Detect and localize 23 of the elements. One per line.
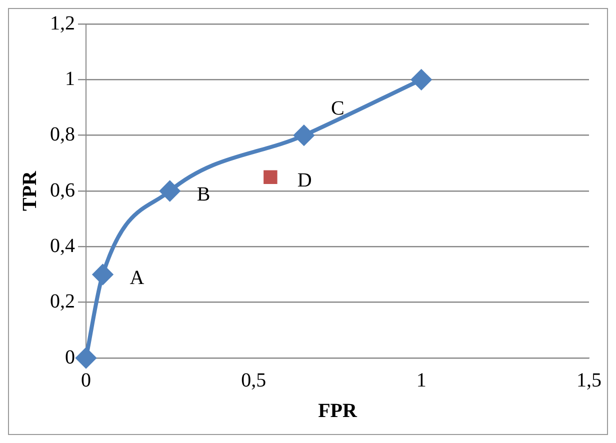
point bbox=[76, 348, 96, 368]
y-tick-label: 0,6 bbox=[50, 179, 75, 202]
y-tick-label: 0 bbox=[65, 346, 75, 368]
x-axis-title: FPR bbox=[318, 400, 358, 422]
y-tick-label: 0,2 bbox=[50, 290, 75, 313]
annotation: D bbox=[297, 169, 312, 192]
y-axis-title: TPR bbox=[19, 170, 42, 211]
x-tick-label: 0,5 bbox=[241, 369, 266, 392]
x-tick-label: 1,5 bbox=[576, 369, 602, 392]
annotation: B bbox=[196, 183, 210, 206]
point bbox=[160, 181, 180, 201]
y-tick-label: 0,8 bbox=[50, 124, 75, 146]
point bbox=[264, 170, 278, 184]
annotation: A bbox=[130, 266, 145, 289]
y-tick-label: 1 bbox=[65, 68, 75, 90]
point bbox=[294, 125, 314, 146]
annotation: C bbox=[330, 98, 344, 120]
y-tick-label: 1,2 bbox=[50, 12, 75, 34]
x-tick-label: 0 bbox=[81, 369, 91, 392]
point bbox=[411, 70, 432, 90]
point bbox=[92, 264, 113, 284]
y-tick-label: 0,4 bbox=[50, 234, 75, 257]
x-tick-label: 1 bbox=[416, 369, 426, 392]
